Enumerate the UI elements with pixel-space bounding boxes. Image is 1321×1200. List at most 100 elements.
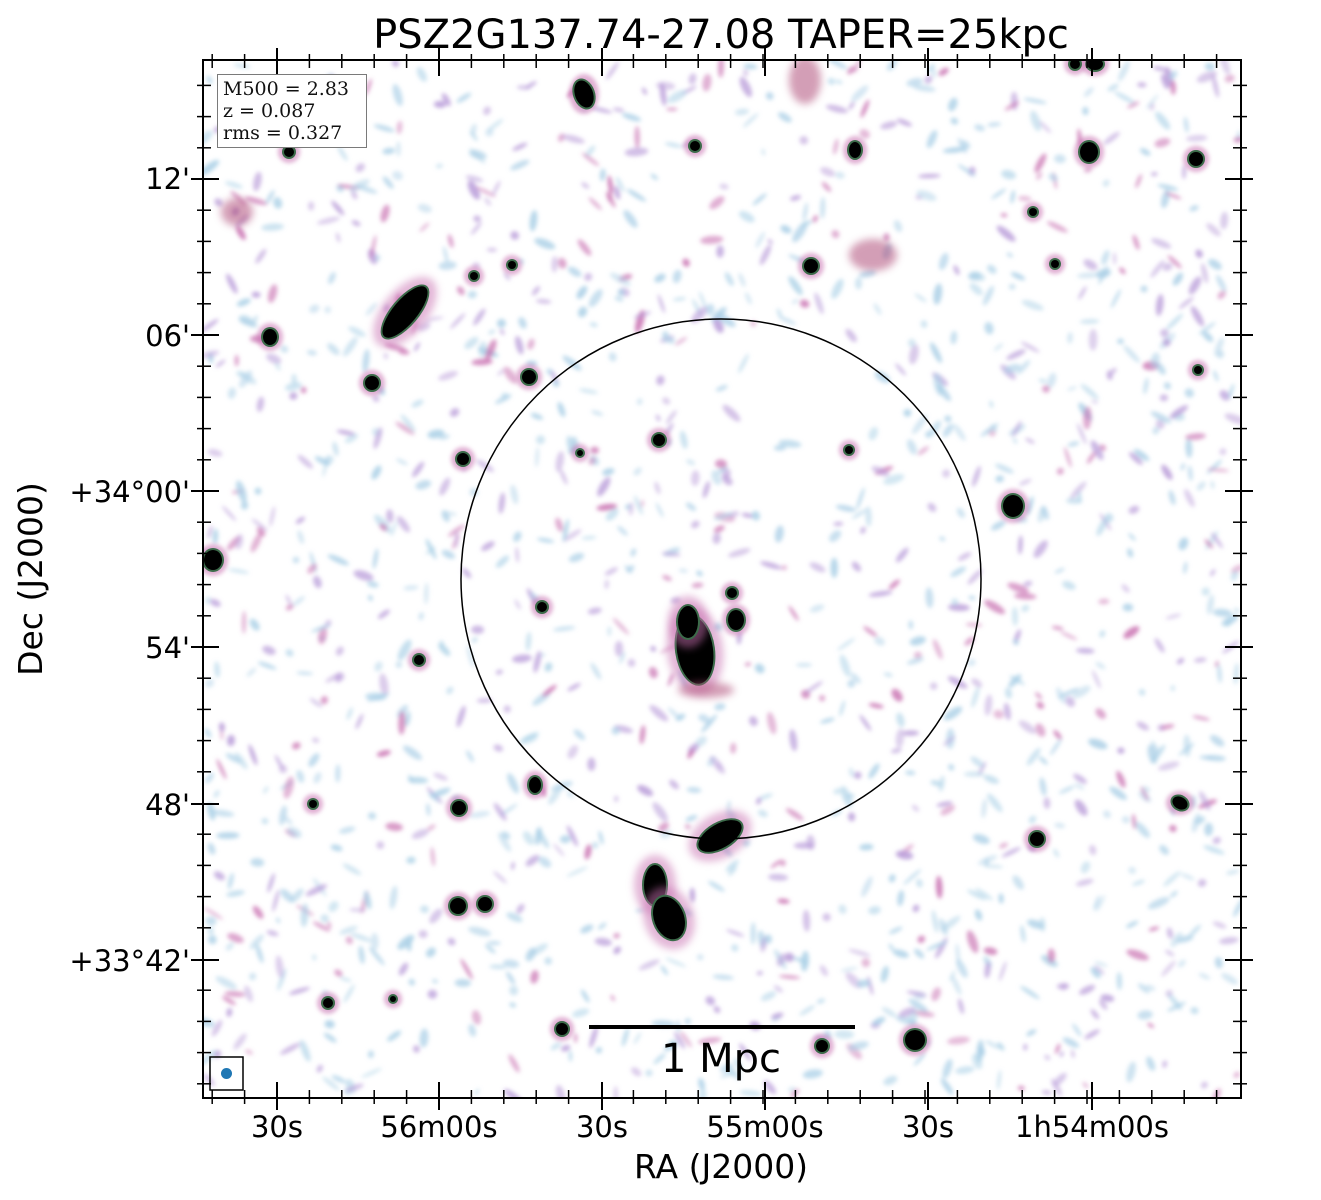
noise-blob <box>1051 625 1064 631</box>
noise-blob <box>503 1089 523 1098</box>
noise-blob <box>1188 276 1202 295</box>
info-redshift: z = 0.087 <box>223 100 316 122</box>
x-tick-label: 30s <box>902 1110 954 1144</box>
noise-blob <box>684 823 691 830</box>
noise-blob <box>1192 715 1210 721</box>
noise-blob <box>713 318 724 333</box>
noise-blob <box>933 283 943 305</box>
noise-blob <box>860 99 870 118</box>
noise-blob <box>1079 319 1100 324</box>
noise-blob <box>398 962 409 976</box>
noise-blob <box>1156 362 1166 375</box>
noise-blob <box>1168 490 1176 506</box>
noise-blob <box>1054 568 1065 574</box>
noise-blob <box>538 856 552 868</box>
noise-blob <box>1008 283 1016 290</box>
noise-blob <box>1116 972 1123 991</box>
noise-blob <box>917 446 929 456</box>
noise-blob <box>316 216 341 225</box>
noise-blob <box>698 1037 722 1044</box>
noise-blob <box>1083 406 1092 430</box>
noise-blob <box>1137 1010 1153 1020</box>
noise-blob <box>947 676 968 689</box>
noise-blob <box>413 1045 420 1053</box>
noise-blob <box>983 864 1004 869</box>
noise-blob <box>447 938 456 946</box>
noise-blob <box>604 567 618 576</box>
noise-blob <box>930 780 943 787</box>
noise-blob <box>1099 630 1106 638</box>
noise-blob <box>655 81 676 90</box>
noise-blob <box>1204 62 1215 71</box>
noise-blob <box>1096 517 1108 536</box>
noise-blob <box>948 764 955 771</box>
noise-blob <box>433 100 446 108</box>
noise-blob <box>1176 935 1194 943</box>
noise-blob <box>1148 926 1160 932</box>
noise-blob <box>255 943 264 964</box>
noise-blob <box>396 120 403 135</box>
noise-blob <box>1026 747 1041 766</box>
noise-blob <box>1041 506 1050 520</box>
noise-blob <box>396 458 408 465</box>
noise-blob <box>370 932 379 951</box>
noise-blob <box>987 122 1002 127</box>
noise-blob <box>1132 234 1140 250</box>
noise-blob <box>214 198 223 207</box>
noise-blob <box>809 604 825 613</box>
noise-blob <box>376 841 385 849</box>
noise-blob <box>525 854 540 867</box>
noise-blob <box>1206 223 1221 237</box>
beam-ellipse <box>221 1068 232 1079</box>
noise-blob <box>426 803 431 816</box>
noise-blob <box>987 793 1003 813</box>
noise-blob <box>236 480 247 503</box>
noise-blob <box>456 286 465 296</box>
noise-blob <box>868 590 893 597</box>
noise-blob <box>924 75 933 84</box>
noise-blob <box>619 651 626 664</box>
noise-blob <box>328 901 339 912</box>
noise-blob <box>1013 639 1019 645</box>
noise-blob <box>672 269 682 284</box>
noise-blob <box>940 1078 954 1096</box>
noise-blob <box>964 636 975 646</box>
noise-blob <box>955 1066 975 1074</box>
noise-blob <box>1008 674 1022 688</box>
noise-blob <box>967 659 976 667</box>
noise-blob <box>216 758 227 780</box>
noise-blob <box>1054 822 1066 829</box>
noise-blob <box>847 679 856 688</box>
noise-blob <box>1064 446 1072 468</box>
noise-blob <box>1058 785 1075 794</box>
noise-blob <box>943 735 956 746</box>
noise-blob <box>868 906 881 915</box>
noise-blob <box>606 192 616 208</box>
noise-blob <box>895 850 914 860</box>
noise-blob <box>511 861 515 871</box>
noise-blob <box>1135 821 1150 838</box>
noise-blob <box>530 970 539 984</box>
noise-blob <box>1152 426 1160 435</box>
noise-blob <box>444 511 457 516</box>
noise-blob <box>420 905 429 914</box>
noise-blob <box>512 142 528 151</box>
noise-blob <box>1219 448 1227 456</box>
noise-blob <box>441 93 451 107</box>
noise-blob <box>312 954 317 961</box>
noise-blob <box>702 481 710 499</box>
noise-blob <box>1212 837 1221 844</box>
noise-blob <box>708 880 725 892</box>
noise-blob <box>1133 448 1150 462</box>
source-core <box>556 1023 568 1035</box>
noise-blob <box>920 320 928 328</box>
r500-circle <box>460 318 982 840</box>
noise-blob <box>346 707 353 721</box>
noise-blob <box>639 725 646 745</box>
noise-blob <box>1155 111 1171 130</box>
noise-blob <box>741 513 755 518</box>
noise-blob <box>895 547 909 563</box>
noise-blob <box>362 348 370 373</box>
y-tick-label: +34°00' <box>69 475 190 509</box>
